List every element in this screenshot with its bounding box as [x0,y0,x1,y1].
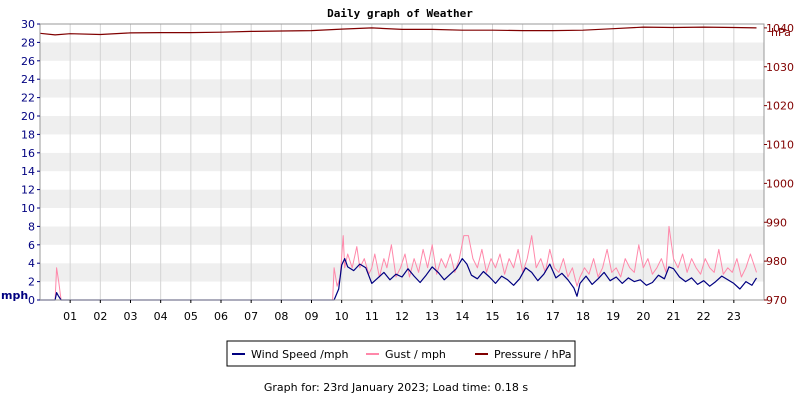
left-tick-label: 10 [21,202,35,215]
left-tick-label: 26 [21,55,35,68]
right-tick-label: 980 [766,255,787,268]
footer-text: Graph for: 23rd January 2023; Load time:… [264,381,529,394]
right-tick-label: 1020 [766,100,794,113]
left-tick-label: 16 [21,147,35,160]
x-tick-label: 18 [576,310,590,323]
x-tick-label: 17 [546,310,560,323]
legend-box [226,340,576,367]
x-tick-label: 03 [124,310,138,323]
x-tick-label: 14 [455,310,469,323]
right-axis-label: hPa [771,26,791,39]
left-tick-label: 30 [21,18,35,31]
data-series [39,26,758,301]
vertical-gridlines [69,24,735,300]
series-line-pressure [39,26,757,36]
left-tick-label: 18 [21,128,35,141]
right-tick-label: 1040 [766,22,794,35]
x-tick-label: 22 [697,310,711,323]
x-tick-label: 11 [365,310,379,323]
left-tick-label: 8 [28,220,35,233]
x-tick-label: 08 [274,310,288,323]
x-tick-label: 07 [244,310,258,323]
left-tick-label: 20 [21,110,35,123]
right-tick-label: 970 [766,294,787,307]
right-tick-label: 1030 [766,61,794,74]
left-tick-label: 14 [21,165,35,178]
left-axis-label: mph [1,289,28,302]
x-tick-label: 15 [486,310,500,323]
right-tick-label: 1000 [766,177,794,190]
x-tick-label: 02 [93,310,107,323]
x-tick-label: 21 [667,310,681,323]
legend-entry: Pressure / hPa [494,348,572,361]
left-tick-label: 2 [28,276,35,289]
legend: Wind Speed /mph Gust / mph Pressure / hPa [226,340,576,367]
legend-entry: Wind Speed /mph [251,348,349,361]
left-tick-label: 28 [21,36,35,49]
x-tick-label: 09 [305,310,319,323]
x-tick-label: 04 [154,310,168,323]
x-tick-label: 05 [184,310,198,323]
series-line-wind [40,258,758,301]
chart-title: Daily graph of Weather [327,7,473,20]
left-tick-label: 6 [28,239,35,252]
x-tick-label: 06 [214,310,228,323]
x-tick-label: 19 [606,310,620,323]
right-axis: 970 980 990 1000 1010 1020 1030 1040 [764,22,794,307]
left-tick-label: 24 [21,73,35,86]
left-tick-label: 0 [28,294,35,307]
x-axis: 01 02 03 04 05 06 07 08 09 10 11 12 13 14 15 16 17 18 19 20… [63,300,741,323]
x-tick-label: 16 [516,310,530,323]
x-tick-label: 10 [335,310,349,323]
x-tick-label: 20 [636,310,650,323]
x-tick-label: 23 [727,310,741,323]
right-tick-label: 1010 [766,139,794,152]
left-tick-label: 22 [21,92,35,105]
left-tick-label: 4 [28,257,35,270]
legend-entry: Gust / mph [385,348,446,361]
x-tick-label: 13 [425,310,439,323]
series-line-gust [40,225,757,301]
left-tick-label: 12 [21,184,35,197]
right-tick-label: 990 [766,216,787,229]
x-tick-label: 01 [63,310,77,323]
x-tick-label: 12 [395,310,409,323]
